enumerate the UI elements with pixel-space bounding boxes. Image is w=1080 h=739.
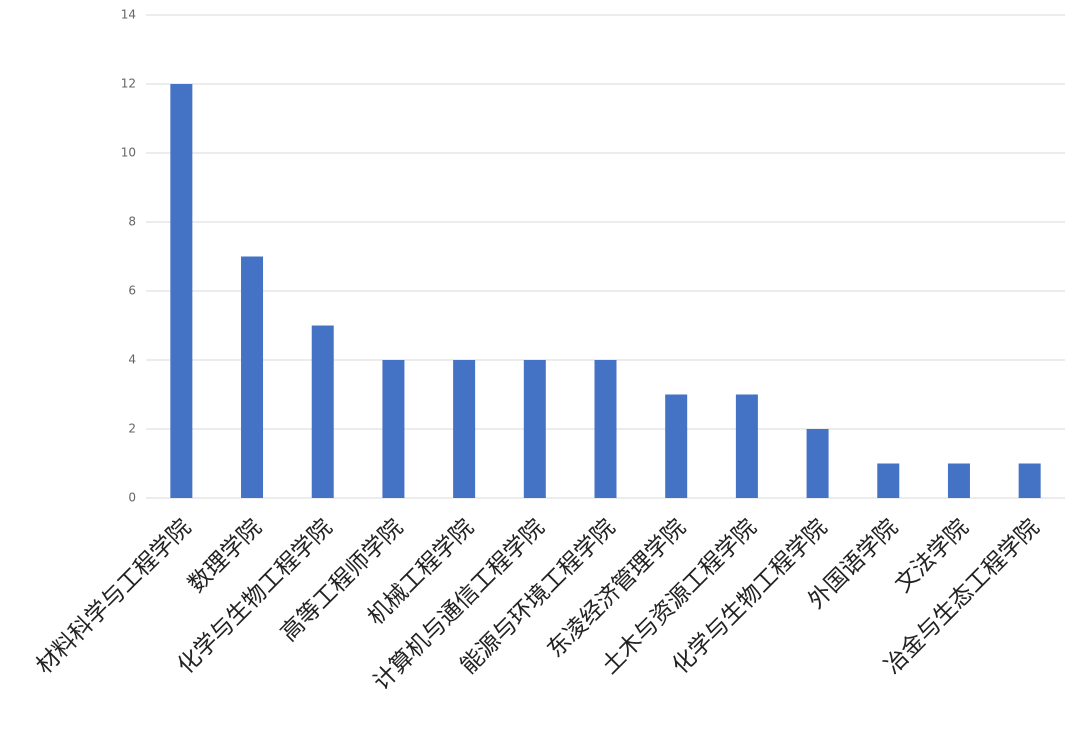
y-tick-label: 8 <box>128 215 136 229</box>
bar <box>241 256 264 498</box>
bar <box>382 360 405 498</box>
y-tick-label: 4 <box>128 353 136 367</box>
bar <box>735 394 758 498</box>
bar <box>311 325 334 498</box>
y-tick-label: 6 <box>128 284 136 298</box>
y-tick-label: 0 <box>128 491 136 505</box>
bar <box>594 360 617 498</box>
bar <box>170 84 193 498</box>
y-tick-label: 2 <box>128 422 136 436</box>
bar <box>877 463 900 498</box>
y-tick-label: 10 <box>121 146 136 160</box>
y-tick-label: 12 <box>121 77 136 91</box>
bar <box>523 360 546 498</box>
bar <box>947 463 970 498</box>
x-tick-label: 高等工程师学院 <box>276 514 408 646</box>
bar <box>665 394 688 498</box>
x-tick-label: 材料科学与工程学院 <box>31 514 196 679</box>
bar <box>453 360 476 498</box>
bar <box>1018 463 1041 498</box>
bar <box>806 429 829 498</box>
y-tick-label: 14 <box>121 8 136 22</box>
